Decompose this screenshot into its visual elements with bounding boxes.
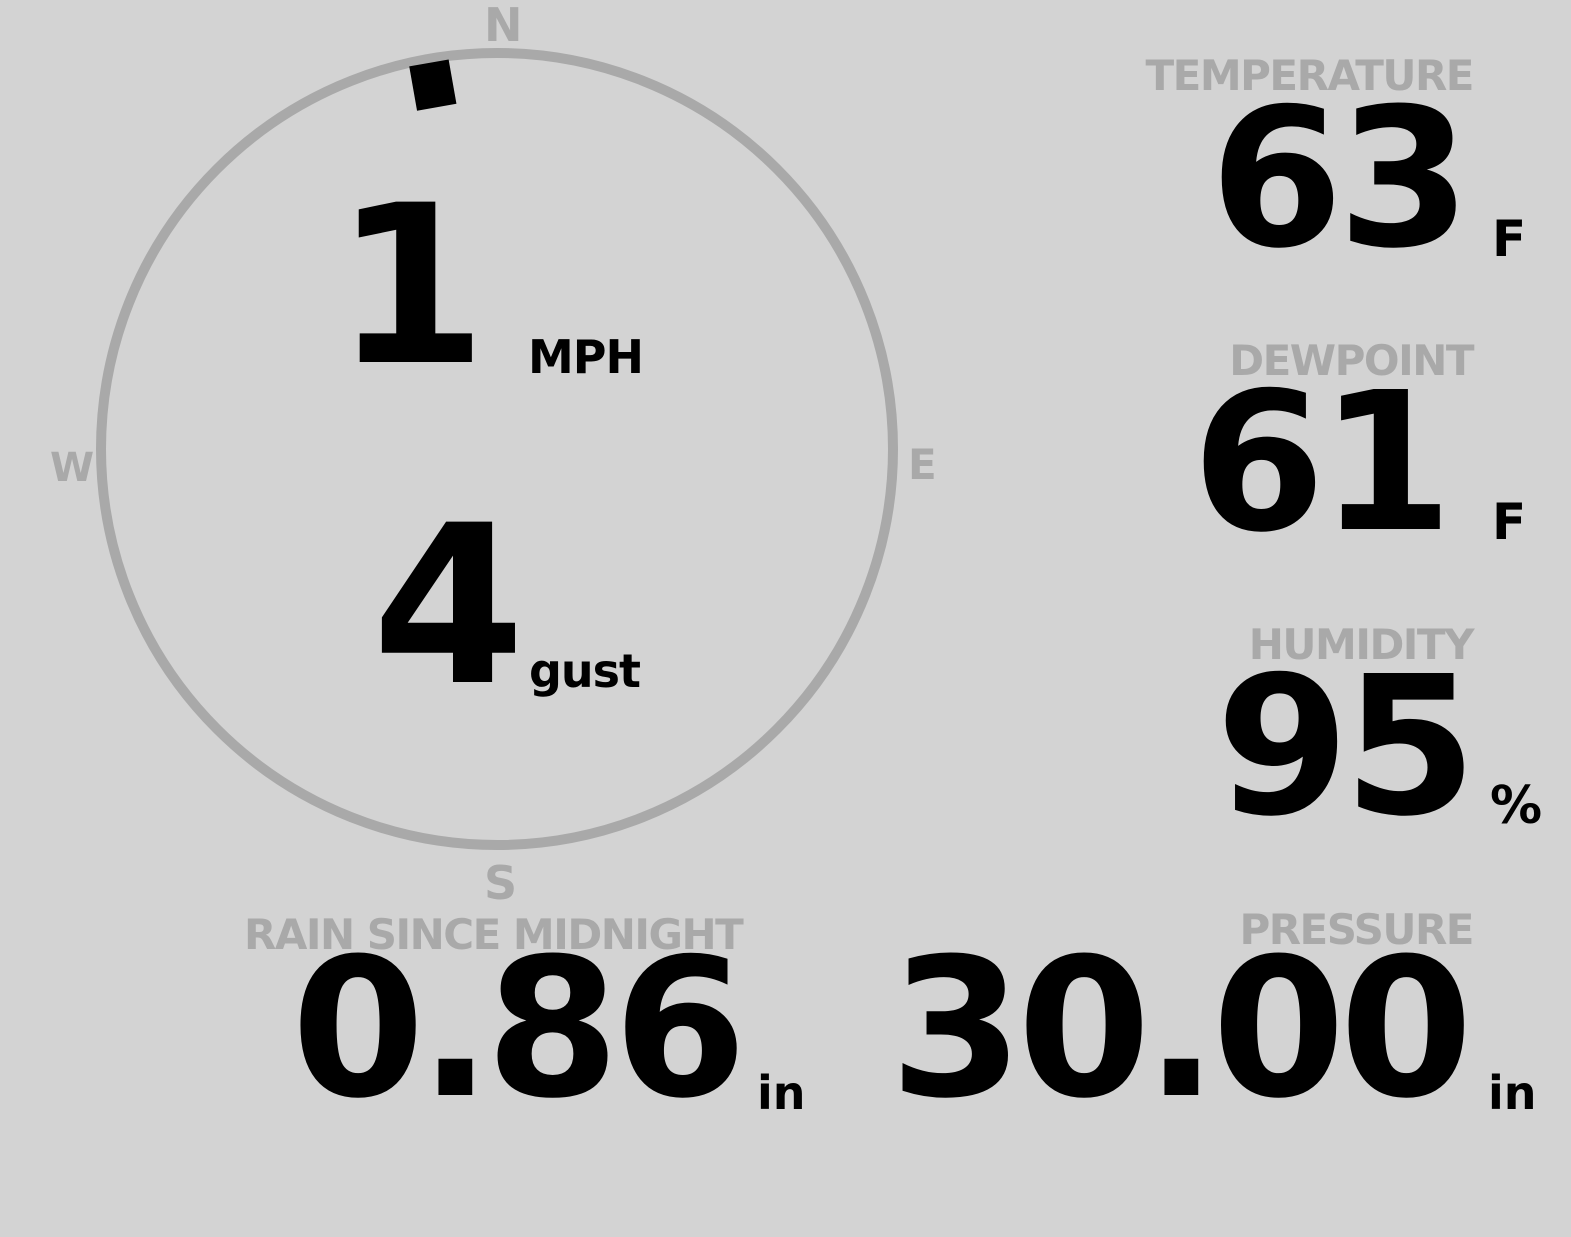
pressure-value: 30.00	[889, 918, 1473, 1141]
temperature-label: TEMPERATURE	[1145, 51, 1475, 100]
wind-direction-marker	[409, 59, 457, 111]
compass-east: E	[908, 440, 937, 489]
temperature-unit: F	[1492, 210, 1527, 268]
humidity-label: HUMIDITY	[1248, 620, 1475, 669]
rain-unit: in	[757, 1066, 806, 1120]
humidity-value: 95	[1215, 636, 1477, 859]
dewpoint-value: 61	[1191, 352, 1453, 575]
humidity-unit: %	[1490, 776, 1543, 836]
temperature-value: 63	[1209, 68, 1471, 291]
pressure-unit: in	[1488, 1066, 1537, 1120]
dewpoint-label: DEWPOINT	[1229, 336, 1474, 385]
compass-west: W	[50, 445, 95, 491]
compass-north: N	[484, 0, 523, 52]
pressure-label: PRESSURE	[1239, 905, 1474, 954]
rain-label: RAIN SINCE MIDNIGHT	[244, 910, 744, 959]
wind-gust-value: 4	[372, 478, 525, 734]
wind-speed-unit: MPH	[528, 330, 644, 384]
rain-value: 0.86	[291, 918, 747, 1141]
compass-ring	[96, 48, 898, 850]
wind-gust-unit: gust	[529, 644, 641, 698]
dewpoint-unit: F	[1492, 493, 1527, 551]
wind-speed-value: 1	[333, 158, 487, 414]
compass-south: S	[484, 856, 518, 910]
